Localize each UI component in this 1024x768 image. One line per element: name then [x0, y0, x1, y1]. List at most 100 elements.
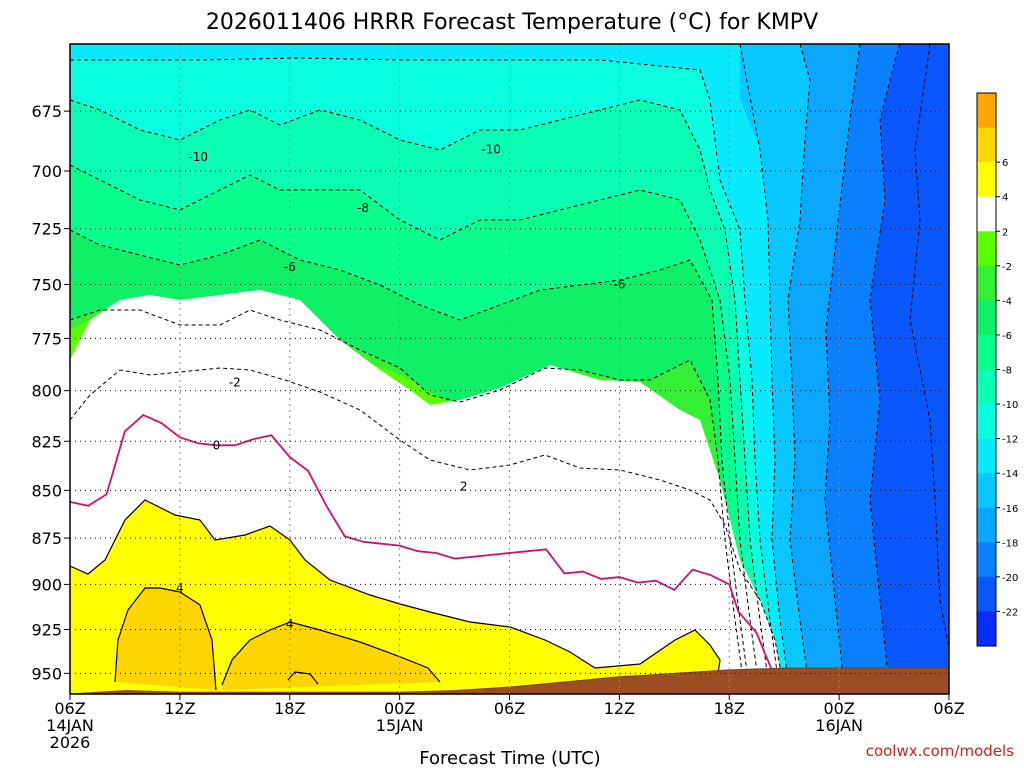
contour-line — [70, 309, 746, 694]
y-tick-label: 825 — [31, 432, 62, 451]
y-tick-label: 950 — [31, 664, 62, 683]
temperature-band — [70, 500, 720, 694]
contour-line — [70, 499, 721, 694]
contour-label: 0 — [213, 438, 221, 452]
freezing-line — [70, 414, 776, 678]
contour-label: 2 — [460, 480, 468, 494]
colorbar-swatch — [977, 300, 996, 336]
colorbar-label: -16 — [1002, 504, 1018, 515]
y-tick-label: 775 — [31, 329, 62, 348]
contour-line — [787, 44, 811, 694]
colorbar-label: 6 — [1002, 158, 1008, 169]
colorbar-label: -8 — [1002, 366, 1012, 377]
temperature-band — [70, 58, 780, 694]
credit-text: coolwx.com/models — [866, 742, 1014, 760]
chart-title: 2026011406 HRRR Forecast Temperature (°C… — [206, 10, 818, 35]
x-tick-label: 18Z — [714, 699, 745, 718]
y-tick-label: 675 — [31, 102, 62, 121]
colorbar-label: -6 — [1002, 331, 1012, 342]
contour-label: -10 — [481, 143, 501, 157]
colorbar-swatch — [977, 611, 996, 647]
contour-line — [909, 44, 949, 651]
contour-line — [869, 44, 901, 694]
y-axis: 675 700 725 750 775 800 825 850 875 900 925 950 — [31, 102, 70, 683]
contour-label: 4 — [176, 581, 184, 595]
x-axis-title: Forecast Time (UTC) — [419, 748, 600, 768]
temperature-bands — [70, 44, 949, 694]
temperature-band — [870, 44, 949, 694]
x-tick-label: 06Z — [933, 699, 964, 718]
x-tick-label: 06Z — [54, 699, 85, 718]
colorbar-swatch — [977, 127, 996, 163]
colorbar-swatch — [977, 473, 996, 509]
temperature-band — [70, 230, 750, 694]
x-tick-label: 12Z — [164, 699, 195, 718]
colorbar-label: -12 — [1002, 435, 1018, 446]
y-tick-label: 925 — [31, 620, 62, 639]
contour-line — [114, 587, 217, 691]
contour-line — [70, 57, 781, 694]
colorbar-label: -4 — [1002, 296, 1012, 307]
temperature-band — [70, 165, 760, 694]
contour-line — [70, 99, 771, 694]
temperature-band — [788, 44, 860, 694]
colorbar-swatch — [977, 231, 996, 267]
contour-label: -10 — [188, 150, 208, 164]
temperature-band — [825, 44, 900, 694]
y-tick-label: 900 — [31, 575, 62, 594]
temperature-band — [70, 290, 785, 694]
temperature-band — [70, 44, 790, 694]
colorbar-label: -10 — [1002, 400, 1018, 411]
temperature-band — [115, 588, 440, 690]
contour-line — [824, 44, 861, 694]
colorbar-label: -20 — [1002, 573, 1018, 584]
x-tick-label: 00Z — [384, 699, 415, 718]
x-tick-label: 16JAN — [815, 716, 863, 735]
colorbar-label: -2 — [1002, 262, 1012, 273]
contour-line — [70, 164, 761, 694]
colorbar-swatch — [977, 404, 996, 440]
contour-line — [221, 621, 441, 686]
y-tick-label: 750 — [31, 275, 62, 294]
colorbar-swatch — [977, 162, 996, 198]
colorbar: 6 4 2 -2 -4 -6 -8 -10 -12 -14 -16 -18 -20 -22 — [976, 92, 1018, 647]
x-tick-label: 12Z — [604, 699, 635, 718]
colorbar-label: 2 — [1002, 227, 1008, 238]
x-tick-label: 14JAN — [46, 716, 94, 735]
contour-label: -8 — [357, 201, 369, 215]
contour-line — [70, 229, 751, 694]
y-tick-label: 850 — [31, 481, 62, 500]
y-tick-label: 700 — [31, 162, 62, 181]
y-tick-label: 800 — [31, 382, 62, 401]
y-tick-label: 725 — [31, 220, 62, 239]
x-tick-label: 18Z — [274, 699, 305, 718]
contour-line — [739, 44, 791, 694]
x-tick-label: 15JAN — [376, 716, 424, 735]
colorbar-label: -22 — [1002, 607, 1018, 618]
colorbar-swatch — [977, 576, 996, 612]
colorbar-swatch — [977, 93, 996, 129]
colorbar-swatch — [977, 265, 996, 301]
colorbar-swatch — [977, 369, 996, 405]
temperature-band — [70, 100, 770, 694]
colorbar-swatch — [977, 542, 996, 578]
contour-line — [287, 671, 319, 685]
contour-label: 4 — [286, 617, 294, 631]
x-tick-label: 06Z — [494, 699, 525, 718]
x-tick-label: 2026 — [50, 733, 91, 752]
contour-line — [70, 367, 786, 694]
contour-label: -2 — [229, 375, 241, 389]
temperature-band — [740, 44, 810, 694]
colorbar-label: -18 — [1002, 538, 1018, 549]
contour-lines — [70, 44, 949, 694]
colorbar-label: -14 — [1002, 469, 1018, 480]
colorbar-swatch — [977, 196, 996, 232]
y-tick-label: 875 — [31, 529, 62, 548]
colorbar-label: 4 — [1002, 193, 1008, 204]
x-tick-label: 00Z — [823, 699, 854, 718]
colorbar-swatch — [977, 334, 996, 370]
colorbar-swatch — [977, 438, 996, 474]
colorbar-swatch — [977, 507, 996, 543]
